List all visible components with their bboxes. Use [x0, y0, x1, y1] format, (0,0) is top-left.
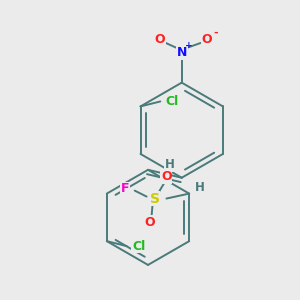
Text: O: O: [144, 216, 155, 229]
Text: H: H: [165, 158, 175, 171]
Text: O: O: [161, 170, 172, 183]
Text: +: +: [185, 41, 193, 50]
Text: O: O: [154, 32, 165, 46]
Text: Cl: Cl: [166, 95, 179, 108]
Text: S: S: [149, 191, 160, 206]
Text: F: F: [121, 182, 129, 195]
Text: H: H: [195, 181, 205, 194]
Text: Cl: Cl: [132, 240, 145, 253]
Text: O: O: [201, 32, 212, 46]
Text: -: -: [213, 28, 218, 38]
Text: N: N: [176, 46, 187, 59]
